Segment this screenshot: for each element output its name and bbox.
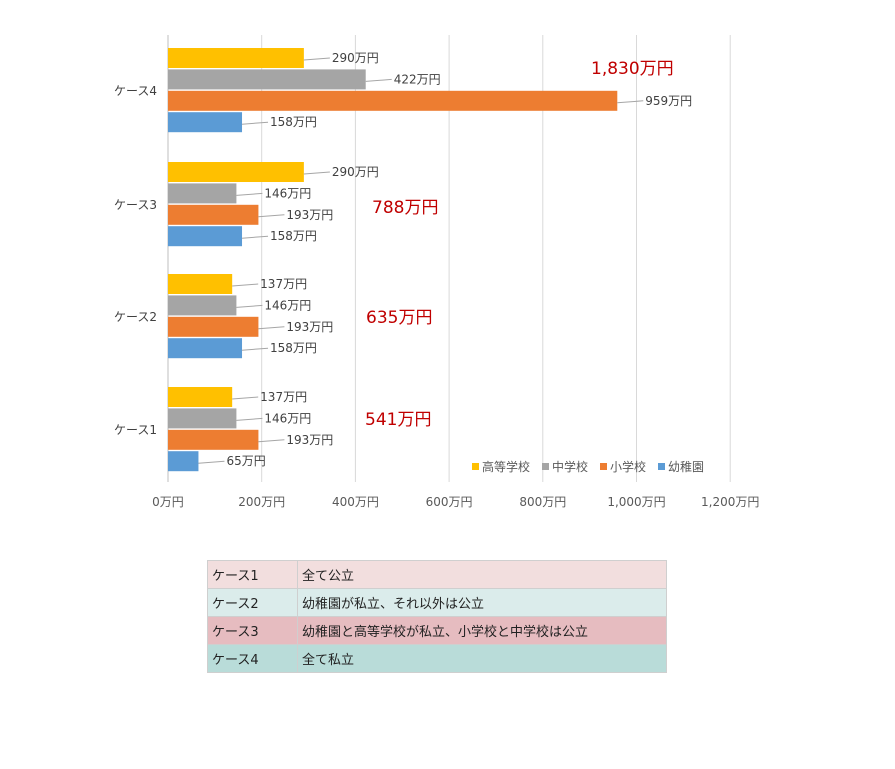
case-key: ケース1: [207, 560, 298, 589]
case-key: ケース2: [207, 588, 298, 617]
legend-swatch: [658, 463, 666, 470]
data-label: 158万円: [270, 115, 317, 129]
data-label-leader: [303, 171, 330, 175]
category-label: ケース3: [114, 198, 157, 212]
x-tick-label: 1,200万円: [701, 495, 759, 509]
data-label-leader: [303, 57, 330, 61]
legend-swatch: [600, 463, 608, 470]
data-label: 422万円: [394, 72, 441, 86]
category-label: ケース1: [114, 423, 157, 437]
data-label-leader: [232, 283, 259, 287]
bar-chart: 0万円 200万円 400万円 600万円 800万円 1,000万円 1,200万円 ケース…: [114, 35, 759, 509]
data-label-leader: [198, 460, 225, 464]
data-label-leader: [232, 396, 259, 400]
bar: [168, 295, 237, 316]
legend-item-kindergarten: 幼稚園: [658, 458, 704, 475]
table-row: ケース2 幼稚園が私立、それ以外は公立: [207, 588, 667, 617]
total-label: 788万円: [372, 198, 438, 218]
bar: [168, 112, 243, 133]
category-label: ケース2: [114, 310, 157, 324]
data-label: 290万円: [332, 51, 379, 65]
bar: [168, 338, 243, 359]
data-label: 193万円: [286, 208, 333, 222]
data-label: 290万円: [332, 165, 379, 179]
data-label: 158万円: [270, 341, 317, 355]
bar: [168, 69, 366, 90]
legend-item-elementary: 小学校: [600, 458, 646, 475]
data-label: 65万円: [226, 454, 265, 468]
x-tick-label: 800万円: [519, 495, 566, 509]
data-label: 158万円: [270, 229, 317, 243]
total-label: 635万円: [366, 308, 432, 328]
data-label-leader: [241, 347, 269, 351]
data-label-leader: [241, 121, 269, 125]
bar: [168, 387, 233, 407]
data-label-leader: [617, 100, 644, 104]
bar: [168, 204, 259, 225]
bar: [168, 162, 304, 182]
category-label: ケース4: [114, 84, 157, 98]
case-desc: 全て公立: [297, 560, 667, 589]
data-label-leader: [236, 304, 263, 308]
bar: [168, 183, 237, 204]
legend-label: 幼稚園: [668, 460, 705, 474]
legend-item-junior-high: 中学校: [542, 458, 588, 475]
data-label-leader: [258, 326, 285, 330]
data-label: 146万円: [264, 186, 311, 200]
data-label-leader: [241, 235, 269, 239]
data-label-leader: [258, 439, 285, 443]
legend-label: 小学校: [610, 460, 647, 474]
total-label: 1,830万円: [591, 59, 674, 79]
data-label: 193万円: [286, 320, 333, 334]
bar: [168, 48, 304, 68]
data-label-leader: [236, 417, 263, 421]
data-label: 137万円: [260, 277, 307, 291]
bar: [168, 274, 233, 294]
table-row: ケース3 幼稚園と高等学校が私立、小学校と中学校は公立: [207, 616, 667, 645]
case-table: ケース1 全て公立 ケース2 幼稚園が私立、それ以外は公立 ケース3 幼稚園と高…: [207, 560, 667, 673]
bar: [168, 408, 237, 429]
data-label: 146万円: [264, 411, 311, 425]
case-key: ケース4: [207, 644, 298, 673]
data-label: 193万円: [286, 433, 333, 447]
legend-label: 高等学校: [482, 460, 531, 474]
x-tick-label: 600万円: [426, 495, 473, 509]
case-key: ケース3: [207, 616, 298, 645]
total-label: 541万円: [365, 410, 431, 430]
bar: [168, 226, 243, 247]
table-row: ケース1 全て公立: [207, 560, 667, 589]
x-tick-label: 400万円: [332, 495, 379, 509]
x-tick-label: 0万円: [152, 495, 184, 509]
bar: [168, 451, 199, 472]
bar: [168, 90, 618, 111]
data-label-leader: [258, 214, 285, 218]
legend-swatch: [472, 463, 479, 470]
case-desc: 幼稚園が私立、それ以外は公立: [297, 588, 667, 617]
data-label-leader: [365, 78, 392, 82]
case-desc: 幼稚園と高等学校が私立、小学校と中学校は公立: [297, 616, 667, 645]
bar: [168, 429, 259, 450]
data-label-leader: [236, 192, 263, 196]
x-tick-label: 1,000万円: [607, 495, 665, 509]
table-row: ケース4 全て私立: [207, 644, 667, 673]
x-tick-label: 200万円: [238, 495, 285, 509]
data-label: 137万円: [260, 390, 307, 404]
data-label: 146万円: [264, 298, 311, 312]
legend-label: 中学校: [552, 460, 589, 474]
legend-swatch: [542, 463, 550, 470]
legend-item-high-school: 高等学校: [472, 458, 530, 475]
bar: [168, 316, 259, 337]
chart-legend: 高等学校 中学校 小学校 幼稚園: [472, 458, 704, 475]
case-desc: 全て私立: [297, 644, 667, 673]
data-label: 959万円: [645, 94, 692, 108]
